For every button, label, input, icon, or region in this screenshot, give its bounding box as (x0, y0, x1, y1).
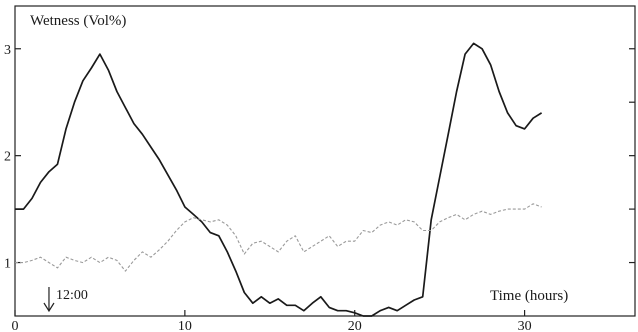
solid-series-line (15, 42, 543, 317)
arrow-down-icon (43, 302, 55, 313)
plot-frame (14, 5, 636, 317)
dashed-series-line (15, 203, 542, 272)
x-axis-title: Time (hours) (490, 288, 568, 304)
annotation-label: 12:00 (56, 288, 88, 303)
x-tick-label: 0 (12, 319, 19, 332)
series-layer (15, 42, 543, 317)
y-tick-label: 1 (4, 257, 11, 272)
y-tick-label: 3 (4, 43, 11, 58)
x-tick-label: 30 (518, 319, 532, 332)
y-tick-label: 2 (4, 150, 11, 165)
annotation: 12:00 (43, 287, 88, 313)
x-tick-label: 10 (178, 319, 192, 332)
axes: 0 10 20 30 1 2 3 (4, 43, 635, 332)
x-tick-label: 20 (348, 319, 362, 332)
y-axis-title: Wetness (Vol%) (30, 13, 126, 29)
